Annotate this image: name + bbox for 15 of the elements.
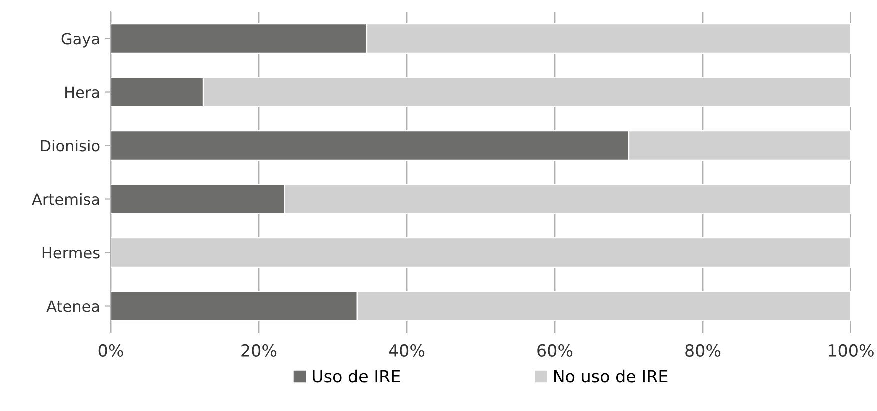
x-tick-label: 100% — [829, 344, 874, 358]
x-tick-label: 40% — [389, 344, 425, 358]
x-tick-label: 0% — [98, 344, 124, 358]
y-tick-label: Hera — [66, 86, 100, 98]
y-tick-label: Artemisa — [32, 193, 100, 206]
y-tick-label: Gaya — [62, 33, 100, 48]
bar — [111, 237, 851, 268]
y-tick-label: Atenea — [46, 300, 100, 312]
legend-label: No uso de IRE — [554, 370, 668, 383]
x-tick-label: 80% — [686, 344, 721, 358]
x-tick-label: 60% — [538, 344, 573, 358]
y-tick-label: Hermes — [42, 247, 100, 259]
y-tick-label: Dionisio — [41, 140, 100, 152]
legend-label: Uso de IRE — [313, 370, 400, 383]
x-tick-label: 20% — [242, 344, 277, 358]
